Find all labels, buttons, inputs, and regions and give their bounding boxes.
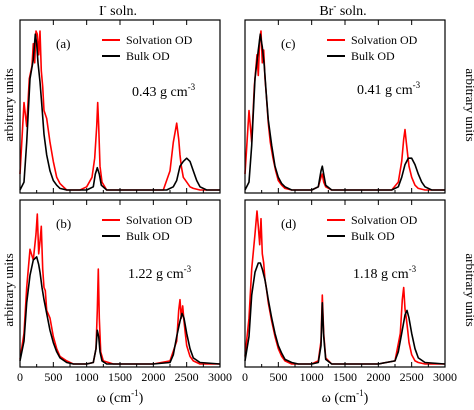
panel-d: 0 500 1000 1500 2000 2500 3000 (d) Solvation OD B… [242, 199, 457, 384]
panel-label-b: (b) [56, 216, 71, 231]
x-tick-label-2000-d: 2000 [366, 370, 390, 384]
x-tick-label-1000-b: 1000 [75, 370, 99, 384]
col-title-bromide-main: Br [319, 4, 333, 19]
density-annotation-d: 1.18 g cm-3 [353, 264, 417, 282]
series-line-solvation-od-a [19, 30, 220, 191]
density-annotation-value-b: 1.22 g cm [128, 267, 184, 282]
col-title-iodide: I- soln. [99, 1, 137, 19]
legend-label-bulk-od-c: Bulk OD [351, 49, 395, 63]
x-tick-label-1500-b: 1500 [108, 370, 132, 384]
legend-label-solvation-od-d: Solvation OD [351, 213, 418, 227]
series-line-bulk-od-c [244, 33, 445, 191]
x-tick-label-2500-d: 2500 [400, 370, 424, 384]
x-tick-label-3000-b: 3000 [208, 370, 232, 384]
ylabel-bottom-right: arbitrary units [463, 253, 474, 326]
ylabel-top-right: arbitrary units [463, 68, 474, 141]
x-tick-label-500-d: 500 [269, 370, 287, 384]
panel-a: (a) Solvation OD Bulk OD 0.43 g cm-3 [19, 19, 221, 194]
series-line-bulk-od-a [19, 33, 220, 191]
ylabel-top-left: arbitrary units [1, 68, 16, 141]
x-tick-label-0-d: 0 [242, 370, 248, 384]
panel-b: 0 500 1000 1500 2000 2500 3000 (b) Solvation OD B… [17, 199, 232, 384]
xlabel-right: ω (cm-1) [322, 388, 369, 406]
density-annotation-unit-exponent-a: -3 [188, 82, 196, 92]
col-title-iodide-main: I [99, 4, 104, 19]
col-title-iodide-rest: soln. [107, 4, 137, 19]
density-annotation-a: 0.43 g cm-3 [132, 82, 196, 100]
density-annotation-b: 1.22 g cm-3 [128, 264, 192, 282]
xlabel-left-sup: -1 [131, 388, 139, 398]
density-annotation-value-d: 1.18 g cm [353, 267, 409, 282]
x-tick-label-1500-d: 1500 [333, 370, 357, 384]
xlabel-right-sup: -1 [356, 388, 364, 398]
panel-label-a: (a) [56, 36, 70, 51]
col-title-iodide-sup: - [104, 1, 107, 11]
panel-c: (c) Solvation OD Bulk OD 0.41 g cm-3 [244, 19, 446, 194]
series-line-solvation-od-d [244, 210, 445, 365]
density-annotation-value-c: 0.41 g cm [357, 83, 413, 98]
series-line-bulk-od-b [19, 256, 221, 365]
xlabel-left-main: ω (cm [97, 391, 132, 406]
series-line-bulk-od-d [244, 262, 446, 365]
density-annotation-value-a: 0.43 g cm [132, 85, 188, 100]
x-tick-label-1000-d: 1000 [300, 370, 324, 384]
ylabel-bottom-left: arbitrary units [1, 253, 16, 326]
col-title-bromide: Br- soln. [319, 1, 366, 19]
x-tick-label-500-b: 500 [44, 370, 62, 384]
x-tick-label-0-b: 0 [17, 370, 23, 384]
panel-label-d: (d) [281, 216, 296, 231]
legend-label-bulk-od-d: Bulk OD [351, 229, 395, 243]
xlabel-right-close: ) [364, 391, 369, 406]
panel-label-c: (c) [281, 36, 295, 51]
density-annotation-unit-exponent-c: -3 [413, 80, 421, 90]
density-annotation-c: 0.41 g cm-3 [357, 80, 421, 98]
xlabel-left: ω (cm-1) [97, 388, 144, 406]
xlabel-right-main: ω (cm [322, 391, 357, 406]
density-annotation-unit-exponent-b: -3 [184, 264, 192, 274]
legend-label-solvation-od-c: Solvation OD [351, 33, 418, 47]
col-title-bromide-rest: soln. [336, 4, 366, 19]
x-tick-label-2000-b: 2000 [141, 370, 165, 384]
legend-label-solvation-od-a: Solvation OD [126, 33, 193, 47]
xlabel-left-close: ) [139, 391, 144, 406]
legend-label-bulk-od-b: Bulk OD [126, 229, 170, 243]
x-tick-label-2500-b: 2500 [175, 370, 199, 384]
x-tick-label-3000-d: 3000 [433, 370, 457, 384]
col-title-bromide-sup: - [333, 1, 336, 11]
legend-label-bulk-od-a: Bulk OD [126, 49, 170, 63]
legend-label-solvation-od-b: Solvation OD [126, 213, 193, 227]
density-annotation-unit-exponent-d: -3 [409, 264, 417, 274]
